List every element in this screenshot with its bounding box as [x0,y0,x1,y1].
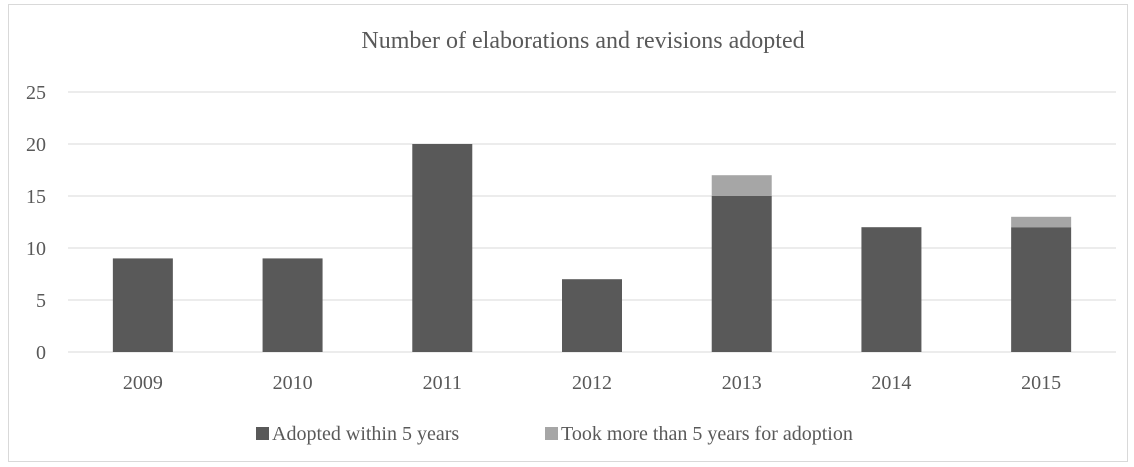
legend-label-1: Adopted within 5 years [272,423,459,445]
y-tick-label: 20 [26,134,46,156]
x-axis-ticks: 2009 2010 2011 2012 2013 2014 2015 [123,372,1061,394]
legend-label-2: Took more than 5 years for adoption [561,423,853,445]
legend-swatch-1 [256,427,269,440]
y-tick-label: 0 [36,342,46,364]
bars [112,144,1072,352]
x-tick-label: 2011 [423,372,462,394]
bar-2013-series-2 [711,175,772,196]
x-tick-label: 2015 [1021,372,1061,394]
bar-2014-series-1 [861,227,922,352]
bar-2010-series-1 [262,258,323,352]
bar-2011-series-1 [412,144,473,352]
x-tick-label: 2012 [572,372,612,394]
bar-2009-series-1 [112,258,173,352]
y-tick-label: 15 [26,186,46,208]
y-axis-ticks: 0 5 10 15 20 25 [26,82,46,364]
x-tick-label: 2014 [871,372,911,394]
x-tick-label: 2013 [722,372,762,394]
bar-2015-series-1 [1011,227,1072,352]
legend-swatch-2 [545,427,558,440]
chart-title: Number of elaborations and revisions ado… [361,28,804,54]
x-tick-label: 2009 [123,372,163,394]
y-tick-label: 5 [36,290,46,312]
gridlines [68,91,1116,353]
y-tick-label: 25 [26,82,46,104]
chart-frame [8,4,1128,462]
y-tick-label: 10 [26,238,46,260]
bar-2012-series-1 [562,279,622,352]
legend: Adopted within 5 years Took more than 5 y… [256,423,853,445]
bar-2013-series-1 [711,196,772,352]
bar-2015-series-2 [1011,216,1072,228]
x-tick-label: 2010 [273,372,313,394]
